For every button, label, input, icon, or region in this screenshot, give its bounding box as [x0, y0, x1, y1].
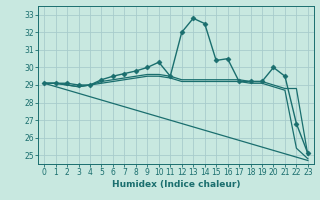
X-axis label: Humidex (Indice chaleur): Humidex (Indice chaleur) — [112, 180, 240, 189]
